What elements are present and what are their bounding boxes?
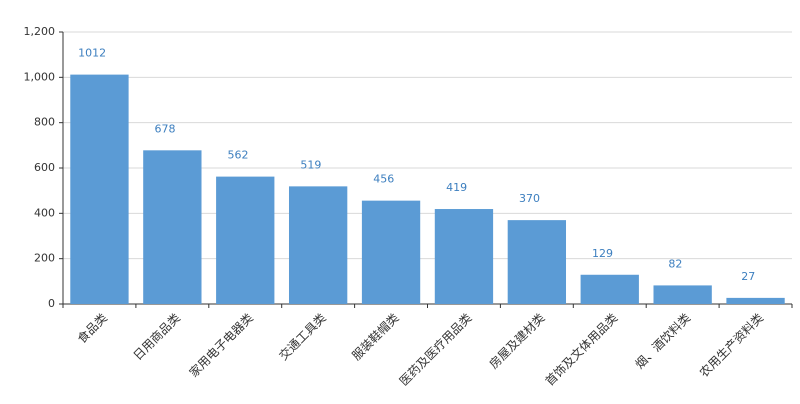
- bar: [70, 74, 129, 304]
- x-tick-label: 烟、酒饮料类: [632, 311, 693, 372]
- bar: [361, 200, 421, 304]
- y-tick-label: 800: [34, 116, 55, 129]
- value-label: 456: [373, 173, 394, 186]
- y-tick-label: 1,000: [24, 70, 56, 83]
- bar: [434, 209, 494, 304]
- bar: [726, 297, 785, 304]
- value-label: 419: [446, 181, 467, 194]
- value-label: 678: [155, 122, 176, 135]
- y-tick-label: 0: [48, 297, 55, 310]
- y-tick-label: 600: [34, 161, 55, 174]
- bar: [216, 176, 275, 304]
- bar: [580, 274, 639, 304]
- y-tick-label: 400: [34, 206, 55, 219]
- bar: [507, 220, 567, 304]
- bar: [143, 150, 202, 304]
- x-tick-label: 房屋及建材类: [486, 310, 548, 372]
- bar: [288, 186, 348, 304]
- y-tick-label: 200: [34, 252, 55, 265]
- bar: [653, 285, 712, 304]
- value-label: 129: [592, 247, 613, 260]
- x-tick-label: 食品类: [74, 310, 110, 346]
- value-label: 562: [227, 149, 248, 162]
- x-tick-label: 交通工具类: [276, 310, 329, 363]
- x-tick-label: 首饰及文体用品类: [542, 310, 620, 388]
- value-label: 370: [519, 192, 540, 205]
- x-tick-label: 家用电子电器类: [186, 310, 256, 380]
- value-label: 82: [668, 257, 682, 270]
- x-tick-label: 农用生产资料类: [697, 311, 766, 380]
- y-tick-label: 1,200: [24, 25, 56, 38]
- value-label: 1012: [78, 47, 106, 60]
- x-tick-label: 医药及医疗用品类: [397, 311, 475, 389]
- value-label: 519: [300, 158, 321, 171]
- x-tick-label: 日用商品类: [130, 310, 183, 363]
- value-label: 27: [741, 270, 755, 283]
- x-tick-label: 服装鞋帽类: [349, 310, 402, 363]
